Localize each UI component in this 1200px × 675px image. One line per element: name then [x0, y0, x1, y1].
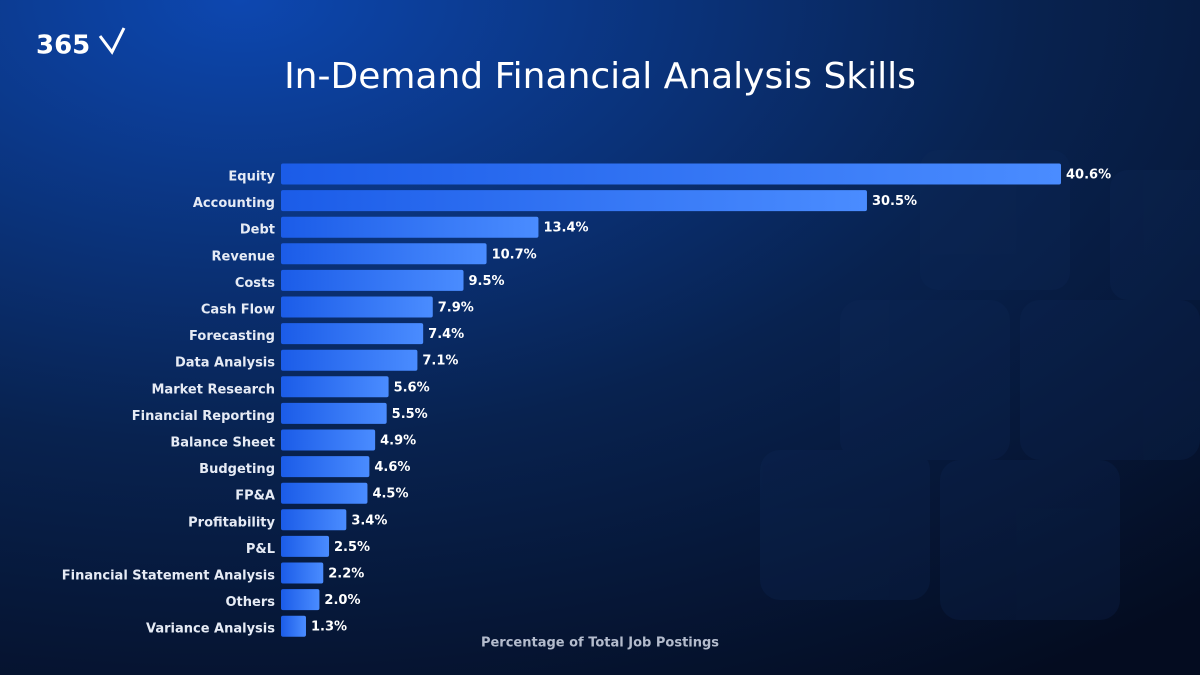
bar [281, 615, 306, 637]
logo-mark [98, 27, 126, 55]
value-label: 40.6% [1066, 168, 1111, 183]
bar [281, 535, 330, 557]
decor [760, 150, 1200, 620]
category-label: Variance Analysis [146, 622, 275, 637]
bar [281, 402, 387, 424]
value-label: 4.5% [372, 487, 408, 502]
category-label: Financial Statement Analysis [62, 569, 275, 584]
bar [281, 243, 487, 265]
value-label: 4.9% [380, 434, 416, 449]
brand-logo: 365 [36, 31, 90, 61]
bar [281, 589, 320, 611]
value-label: 7.4% [428, 327, 464, 342]
bar [281, 296, 433, 318]
value-label: 10.7% [492, 247, 537, 262]
bar [281, 323, 424, 345]
category-label: Others [226, 595, 276, 610]
value-label: 2.2% [328, 567, 364, 582]
x-axis-label: Percentage of Total Job Postings [481, 636, 719, 651]
category-label: FP&A [235, 489, 275, 504]
category-label: Forecasting [189, 329, 275, 344]
value-label: 2.5% [334, 540, 370, 555]
value-label: 1.3% [311, 620, 347, 635]
category-label: Cash Flow [201, 303, 275, 318]
category-label: Revenue [212, 249, 276, 264]
category-label: Market Research [152, 382, 276, 397]
bar [281, 163, 1061, 185]
value-label: 7.9% [438, 301, 474, 316]
bar [281, 429, 376, 451]
category-label: Debt [240, 223, 275, 238]
bar [281, 509, 347, 531]
value-label: 7.1% [422, 354, 458, 369]
bar [281, 269, 464, 291]
bar [281, 190, 867, 212]
bar [281, 216, 539, 238]
category-label: Financial Reporting [132, 409, 275, 424]
value-label: 13.4% [543, 221, 588, 236]
chart-title: In-Demand Financial Analysis Skills [284, 56, 916, 97]
bar [281, 349, 418, 371]
value-label: 3.4% [351, 513, 387, 528]
category-label: Budgeting [199, 462, 275, 477]
value-label: 9.5% [469, 274, 505, 289]
category-label: Costs [235, 276, 275, 291]
value-label: 2.0% [324, 593, 360, 608]
value-label: 5.5% [392, 407, 428, 422]
category-label: Profitability [188, 515, 275, 530]
category-label: Data Analysis [175, 356, 275, 371]
value-label: 4.6% [374, 460, 410, 475]
bar [281, 482, 368, 504]
value-label: 5.6% [394, 380, 430, 395]
category-label: Balance Sheet [170, 436, 275, 451]
category-label: Equity [228, 170, 275, 185]
bar [281, 562, 324, 584]
bar [281, 376, 389, 398]
value-label: 30.5% [872, 194, 917, 209]
category-label: Accounting [193, 196, 275, 211]
category-label: P&L [246, 542, 275, 557]
bar [281, 456, 370, 478]
